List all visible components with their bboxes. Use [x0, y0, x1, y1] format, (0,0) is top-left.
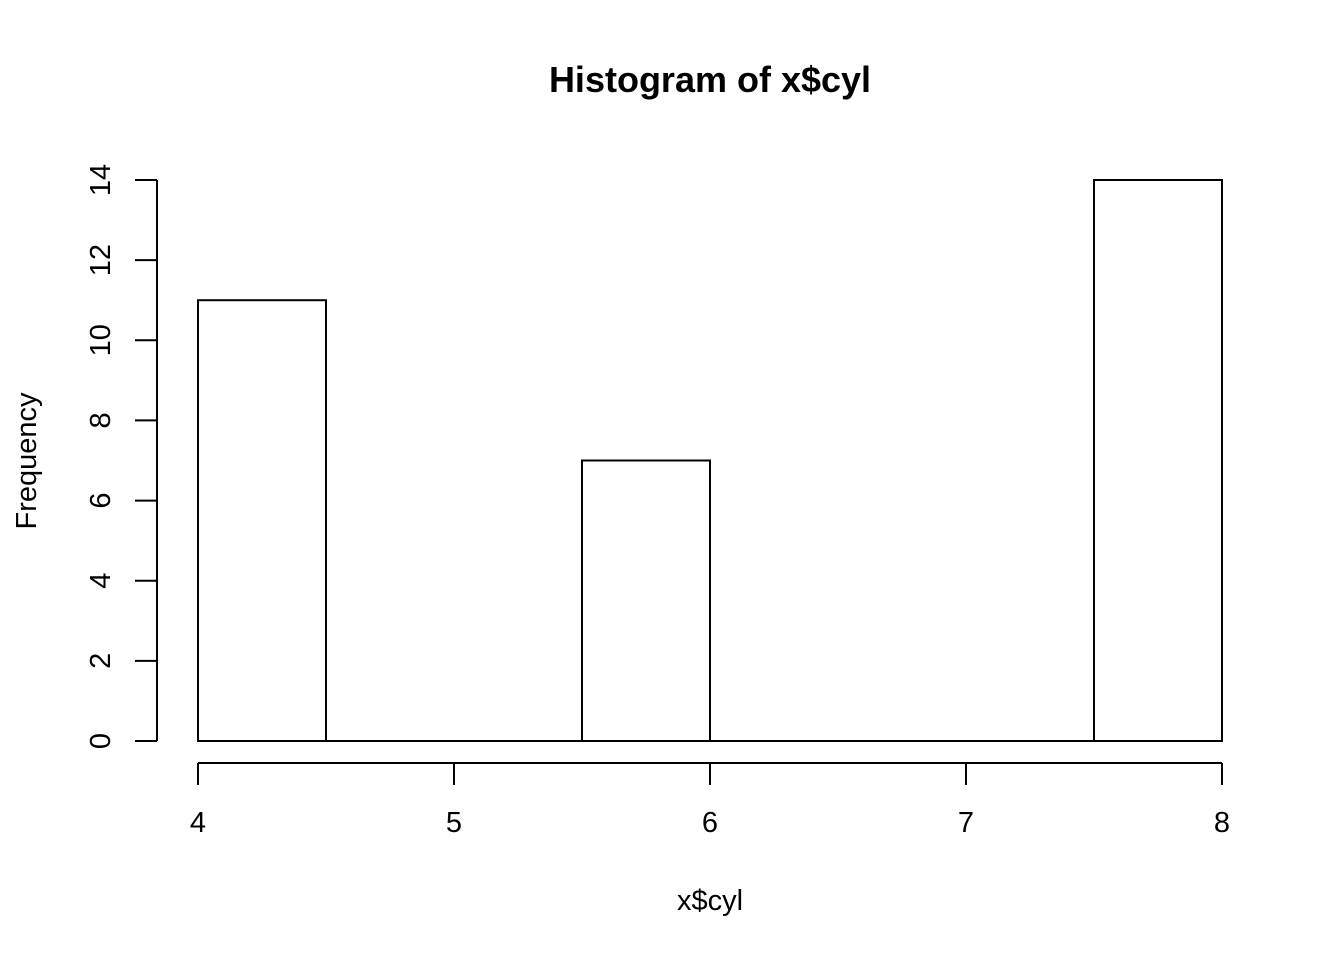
histogram-bar-8 — [1093, 179, 1223, 742]
y-axis-label: Frequency — [11, 392, 43, 530]
bars-group — [197, 179, 1223, 742]
chart-title: Histogram of x$cyl — [549, 59, 871, 100]
y-tick-label-6: 6 — [85, 493, 117, 509]
y-tick-label-4: 4 — [85, 573, 117, 589]
histogram-bar-1 — [197, 299, 327, 742]
x-axis: 4 5 6 7 8 — [190, 762, 1230, 839]
x-tick-label-5: 5 — [446, 807, 462, 839]
y-axis: 0 2 4 6 8 10 12 14 — [85, 164, 158, 749]
x-tick-label-6: 6 — [702, 807, 718, 839]
x-tick-label-7: 7 — [958, 807, 974, 839]
y-tick-label-2: 2 — [85, 653, 117, 669]
y-tick-label-10: 10 — [85, 324, 117, 356]
x-tick-label-8: 8 — [1214, 807, 1230, 839]
y-tick-label-8: 8 — [85, 412, 117, 428]
histogram-bar-4 — [581, 459, 711, 742]
y-tick-label-0: 0 — [85, 733, 117, 749]
y-tick-label-14: 14 — [85, 164, 117, 196]
y-tick-label-12: 12 — [85, 244, 117, 276]
x-tick-label-4: 4 — [190, 807, 206, 839]
x-axis-label: x$cyl — [677, 885, 743, 917]
